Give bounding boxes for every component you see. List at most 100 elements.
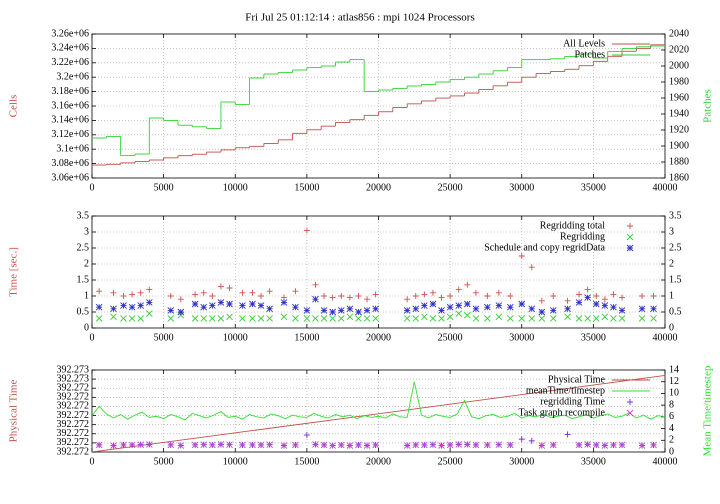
data-point — [639, 293, 646, 299]
data-point — [429, 315, 437, 322]
x-tick-label: 35000 — [581, 332, 606, 343]
legend-marker — [626, 244, 634, 252]
data-point — [258, 293, 265, 299]
y2-tick-label: 1980 — [669, 76, 689, 87]
data-point — [192, 291, 199, 298]
y2-tick-label: 2 — [669, 258, 674, 269]
x-tick-label: 10000 — [223, 332, 248, 343]
x-tick-label: 40000 — [653, 456, 678, 467]
data-point — [495, 302, 503, 309]
data-point — [610, 441, 617, 449]
data-point — [564, 297, 571, 304]
data-point — [447, 293, 454, 299]
y-tick-label: 3.06e+06 — [51, 172, 89, 183]
data-point — [601, 296, 608, 303]
y-tick-label: 2.5 — [77, 242, 90, 253]
data-point — [484, 441, 491, 449]
legend-label: Physical Time — [548, 374, 606, 385]
data-point — [303, 432, 310, 439]
data-point — [506, 315, 514, 322]
data-point — [239, 289, 246, 296]
x-tick-label: 0 — [90, 332, 95, 343]
data-point — [177, 308, 185, 316]
data-point — [110, 305, 117, 313]
y-tick-label: 0 — [84, 322, 89, 333]
data-point — [593, 293, 600, 299]
y-tick-label: 1.5 — [77, 274, 90, 285]
x-tick-label: 0 — [90, 456, 95, 467]
y-axis-label: Cells — [8, 95, 20, 118]
data-point — [438, 315, 445, 322]
data-point — [200, 289, 207, 296]
plot-area — [92, 375, 665, 452]
data-point — [363, 307, 371, 314]
x-tick-label: 25000 — [438, 332, 463, 343]
y-tick-label: 392.272 — [57, 392, 90, 403]
data-point — [177, 311, 185, 319]
x-tick-label: 40000 — [653, 182, 678, 193]
data-point — [337, 307, 345, 314]
x-tick-label: 15000 — [294, 182, 319, 193]
data-point — [337, 315, 345, 322]
data-point — [638, 315, 646, 322]
y2-tick-label: 1960 — [669, 92, 689, 103]
y-tick-label: 392.273 — [57, 373, 90, 384]
data-point — [372, 305, 379, 313]
data-point — [110, 289, 117, 296]
data-point — [346, 294, 353, 301]
y2-tick-label: 3 — [669, 226, 674, 237]
data-point — [412, 441, 420, 449]
data-point — [412, 305, 420, 313]
y2-tick-label: 1 — [669, 290, 674, 301]
legend-marker — [627, 399, 633, 405]
data-point — [472, 315, 480, 322]
data-line — [92, 381, 665, 421]
data-point — [346, 305, 354, 313]
data-point — [495, 313, 503, 321]
y2-tick-label: 3.5 — [669, 210, 682, 221]
y-tick-label: 392.272 — [57, 410, 90, 421]
y2-tick-label: 1.5 — [669, 274, 682, 285]
data-point — [484, 303, 491, 311]
data-point — [128, 303, 136, 311]
y-tick-label: 1 — [84, 290, 89, 301]
plot-area — [92, 44, 665, 166]
data-point — [592, 441, 600, 449]
data-point — [404, 296, 411, 303]
data-point — [429, 289, 436, 296]
y2-tick-label: 0 — [669, 322, 674, 333]
y-tick-label: 392.272 — [57, 428, 90, 439]
data-point — [601, 302, 609, 309]
data-point — [528, 315, 536, 322]
x-tick-label: 15000 — [294, 332, 319, 343]
data-point — [329, 308, 336, 316]
data-point — [472, 305, 480, 313]
data-point — [575, 299, 583, 306]
legend-label: regridding Time — [540, 396, 605, 407]
data-point — [372, 291, 379, 298]
data-point — [455, 441, 463, 448]
y-tick-label: 3.5 — [77, 210, 90, 221]
y2-tick-label: 1900 — [669, 140, 689, 151]
y-tick-label: 3.14e+06 — [51, 115, 89, 126]
plot-area — [95, 227, 657, 322]
data-point — [226, 441, 233, 448]
data-point — [303, 227, 310, 234]
legend-label: meanTime/timestep — [526, 385, 605, 396]
legend-marker — [626, 233, 634, 241]
data-point — [167, 307, 175, 314]
data-point — [610, 291, 617, 298]
data-point — [584, 315, 591, 322]
data-point — [249, 315, 256, 322]
x-tick-label: 5000 — [154, 456, 174, 467]
data-point — [412, 315, 420, 322]
data-point — [438, 294, 445, 301]
data-point — [610, 315, 617, 322]
data-point — [619, 294, 626, 301]
y-tick-label: 392.273 — [57, 364, 90, 375]
data-point — [575, 441, 583, 449]
y-tick-label: 392.272 — [57, 446, 90, 457]
data-point — [95, 441, 103, 449]
